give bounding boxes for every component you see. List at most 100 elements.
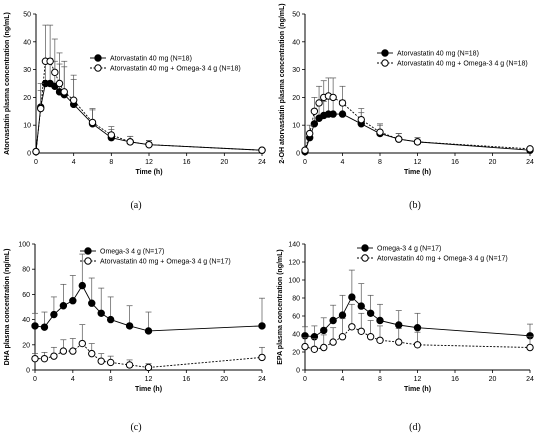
data-point <box>366 333 375 341</box>
x-tick-label: 20 <box>220 376 228 383</box>
y-tick-label: 40 <box>22 317 30 324</box>
y-tick-label: 10 <box>23 123 31 130</box>
y-tick-label: 100 <box>288 278 300 285</box>
legend-entry: Atorvastatin 40 mg (N=18) <box>110 56 192 63</box>
x-tick-label: 16 <box>451 376 459 383</box>
data-point <box>125 322 134 330</box>
x-tick-label: 24 <box>526 159 534 166</box>
data-point <box>69 96 78 104</box>
y-tick-label: 80 <box>292 296 300 303</box>
y-tick-label: 50 <box>292 12 300 19</box>
y-tick-label: 100 <box>18 242 30 249</box>
data-point <box>376 128 384 136</box>
data-point <box>144 363 153 372</box>
x-tick-label: 24 <box>258 376 266 383</box>
data-point <box>413 324 422 332</box>
x-tick-label: 20 <box>489 159 497 166</box>
data-point <box>50 310 58 319</box>
data-point <box>88 299 96 307</box>
panel-caption: (a) <box>130 200 141 211</box>
series-1 <box>31 324 266 372</box>
legend-entry: Atorvastatin 40 mg (N=18) <box>397 51 479 58</box>
data-point <box>320 343 328 352</box>
x-tick-label: 4 <box>72 159 76 166</box>
data-point <box>97 309 105 317</box>
data-point <box>348 293 356 301</box>
legend-marker <box>94 54 102 62</box>
data-point <box>31 354 39 363</box>
y-tick-label: 30 <box>292 67 300 74</box>
y-axis-label: Atorvastatin plasma concentration (ng/mL… <box>4 12 11 155</box>
x-tick-label: 4 <box>341 376 345 383</box>
legend: Omega-3 4 g (N=17) Atorvastatin 40 mg + O… <box>80 247 231 266</box>
y-tick-label: 40 <box>292 39 300 46</box>
chart-panel-3: 0 20 40 60 80 100 120 140 0 4 8 12 16 20 24 Time (h) EPA… <box>277 242 534 434</box>
data-point <box>376 336 384 344</box>
data-point <box>32 147 40 156</box>
panel-caption: (c) <box>130 422 141 433</box>
chart-panel-2: 0 20 40 60 80 100 0 4 8 12 16 20 24 Time (h) DHA plasm… <box>4 242 266 434</box>
y-tick-label: 50 <box>23 12 31 19</box>
legend-marker <box>381 49 389 57</box>
y-tick-label: 40 <box>23 39 31 46</box>
legend: Atorvastatin 40 mg (N=18) Atorvastatin 40… <box>90 54 241 73</box>
legend-entry: Atorvastatin 40 mg + Omega-3 4 g (N=17) <box>377 256 508 263</box>
x-axis-label: Time (h) <box>135 386 162 393</box>
y-tick-label: 60 <box>22 292 30 299</box>
data-point <box>59 302 68 310</box>
data-point <box>78 339 86 348</box>
x-tick-label: 12 <box>414 376 422 383</box>
x-tick-label: 12 <box>145 376 153 383</box>
y-tick-label: 80 <box>22 267 30 274</box>
panel-caption: (d) <box>409 422 421 433</box>
data-point <box>413 341 422 349</box>
legend-entry: Omega-3 4 g (N=17) <box>377 246 441 253</box>
legend-entry: Atorvastatin 40 mg + Omega-3 4 g (N=18) <box>397 61 528 68</box>
y-tick-label: 40 <box>292 332 300 339</box>
data-point <box>357 327 365 335</box>
x-tick-label: 8 <box>109 376 113 383</box>
data-point <box>348 323 356 331</box>
y-tick-label: 0 <box>296 151 300 158</box>
x-tick-label: 4 <box>341 159 345 166</box>
data-point <box>46 57 54 65</box>
data-point <box>125 361 134 369</box>
data-point <box>320 326 328 335</box>
data-point <box>126 138 134 146</box>
y-tick-label: 120 <box>288 260 300 267</box>
data-point <box>78 281 86 290</box>
x-tick-label: 4 <box>71 376 75 383</box>
x-tick-label: 16 <box>183 159 191 166</box>
data-point <box>329 93 337 102</box>
data-point <box>526 145 534 153</box>
x-tick-label: 8 <box>109 159 113 166</box>
x-tick-label: 24 <box>526 376 534 383</box>
data-point <box>258 322 266 330</box>
y-tick-label: 20 <box>292 95 300 102</box>
y-tick-label: 20 <box>23 95 31 102</box>
data-point <box>376 316 384 325</box>
y-tick-label: 140 <box>288 242 300 249</box>
data-point <box>357 115 365 124</box>
legend-marker <box>94 64 102 72</box>
chart-panel-0: 0 10 20 30 40 50 0 4 8 12 16 20 24 Time (h) Atorvastat… <box>4 12 266 212</box>
data-point <box>301 342 309 351</box>
data-point <box>366 309 375 317</box>
data-point <box>338 333 347 341</box>
y-axis-label: DHA plasma concentration (ng/mL) <box>4 249 11 366</box>
x-tick-label: 0 <box>34 159 38 166</box>
x-tick-label: 0 <box>303 376 307 383</box>
y-axis-label: EPA plasma concentration (ng/mL) <box>277 249 284 365</box>
legend: Atorvastatin 40 mg (N=18) Atorvastatin 40… <box>377 49 528 68</box>
data-point <box>301 146 309 154</box>
data-point <box>40 354 49 363</box>
y-axis-label: 2-OH atorvastatin plasma concentration (… <box>279 3 286 163</box>
y-tick-label: 20 <box>22 342 30 349</box>
chart-panel-1: 0 10 20 30 40 50 0 4 8 12 16 20 24 Time (h) 2-OH atorv… <box>279 3 534 211</box>
panel-caption: (b) <box>409 200 421 211</box>
data-point <box>31 322 39 330</box>
legend: Omega-3 4 g (N=17) Atorvastatin 40 mg + O… <box>357 244 508 263</box>
x-axis-label: Time (h) <box>135 169 162 176</box>
data-point <box>258 146 266 154</box>
